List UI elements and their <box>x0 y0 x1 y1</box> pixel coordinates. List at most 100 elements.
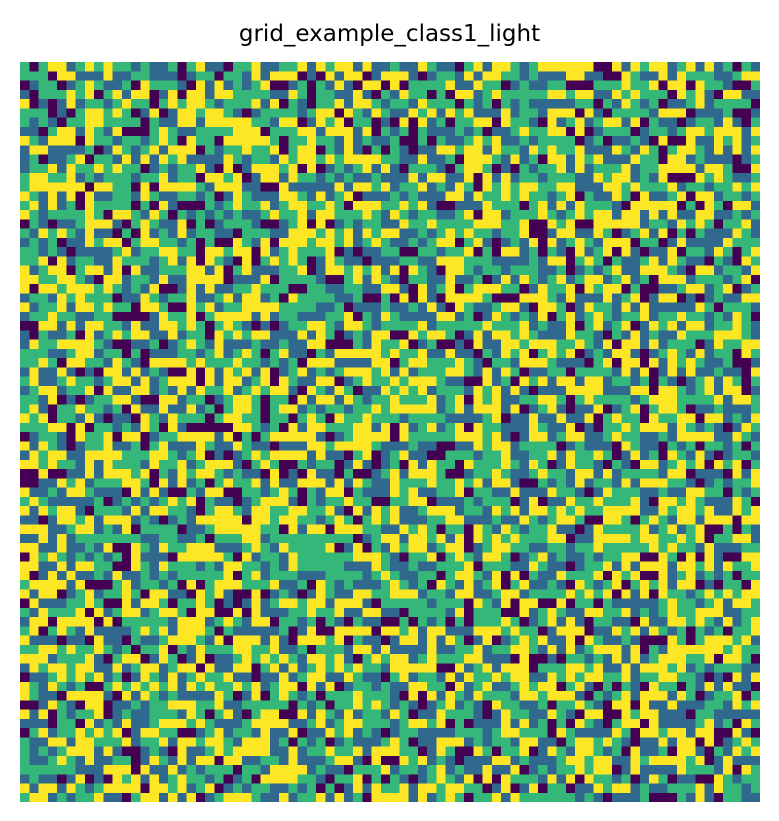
heatmap-cell <box>399 469 409 479</box>
heatmap-cell <box>316 589 326 599</box>
heatmap-cell <box>602 589 613 599</box>
heatmap-cell <box>325 182 335 192</box>
heatmap-cell <box>704 515 714 525</box>
heatmap-cell <box>630 626 640 636</box>
heatmap-cell <box>279 459 289 470</box>
heatmap-cell <box>140 247 150 257</box>
heatmap-cell <box>242 441 252 451</box>
heatmap-cell <box>612 617 622 627</box>
heatmap-cell <box>84 302 95 312</box>
heatmap-cell <box>602 284 613 294</box>
heatmap-cell <box>630 533 640 544</box>
heatmap-cell <box>297 515 307 525</box>
heatmap-cell <box>186 182 196 192</box>
heatmap-cell <box>242 80 252 90</box>
heatmap-cell <box>602 478 613 488</box>
heatmap-cell <box>612 570 622 581</box>
heatmap-cell <box>353 459 363 470</box>
heatmap-cell <box>575 274 585 285</box>
heatmap-cell <box>353 404 363 414</box>
heatmap-cell <box>575 126 585 137</box>
heatmap-cell <box>20 589 30 599</box>
heatmap-cell <box>168 561 178 571</box>
heatmap-cell <box>454 561 465 571</box>
heatmap-cell <box>20 311 30 322</box>
heatmap-cell <box>565 580 576 590</box>
heatmap-cell <box>519 136 529 146</box>
heatmap-cell <box>482 62 492 72</box>
heatmap-cell <box>334 506 344 516</box>
heatmap-cell <box>464 237 474 248</box>
heatmap-cell <box>473 432 483 442</box>
heatmap-cell <box>325 395 335 405</box>
heatmap-cell <box>57 580 67 590</box>
heatmap-cell <box>556 469 566 479</box>
heatmap-cell <box>260 487 270 497</box>
heatmap-cell <box>66 219 76 229</box>
heatmap-cell <box>473 99 483 109</box>
heatmap-cell <box>38 459 48 470</box>
heatmap-cell <box>417 570 428 581</box>
heatmap-cell <box>260 191 270 201</box>
heatmap-cell <box>66 154 76 164</box>
heatmap-cell <box>371 543 381 553</box>
heatmap-cell <box>380 626 391 636</box>
heatmap-cell <box>380 99 391 109</box>
heatmap-cell <box>279 570 289 581</box>
heatmap-cell <box>103 173 113 183</box>
heatmap-cell <box>380 570 391 581</box>
heatmap-cell <box>288 348 298 359</box>
heatmap-cell <box>658 487 668 497</box>
heatmap-cell <box>649 478 659 488</box>
heatmap-cell <box>482 311 492 322</box>
heatmap-cell <box>658 450 668 460</box>
heatmap-cell <box>538 570 548 581</box>
heatmap-cell <box>232 617 243 627</box>
heatmap-cell <box>205 515 215 525</box>
heatmap-cell <box>380 145 391 155</box>
heatmap-cell <box>371 348 381 359</box>
heatmap-cell <box>695 302 705 312</box>
heatmap-cell <box>195 228 206 238</box>
heatmap-cell <box>510 247 520 257</box>
heatmap-cell <box>612 228 622 238</box>
heatmap-cell <box>20 330 30 340</box>
heatmap-cell <box>325 543 335 553</box>
heatmap-cell <box>84 358 95 368</box>
heatmap-cell <box>713 200 724 211</box>
heatmap-cell <box>575 617 585 627</box>
heatmap-cell <box>639 311 650 322</box>
heatmap-cell <box>29 71 39 81</box>
heatmap-cell <box>732 589 742 599</box>
heatmap-cell <box>75 635 85 645</box>
heatmap-cell <box>94 182 104 192</box>
heatmap-cell <box>621 126 631 137</box>
heatmap-cell <box>565 145 576 155</box>
heatmap-cell <box>676 348 687 359</box>
heatmap-cell <box>140 441 150 451</box>
heatmap-cell <box>20 339 30 349</box>
heatmap-cell <box>251 385 261 396</box>
heatmap-cell <box>121 580 132 590</box>
heatmap-cell <box>676 182 687 192</box>
heatmap-cell <box>306 487 317 497</box>
heatmap-cell <box>251 154 261 164</box>
heatmap-cell <box>454 598 465 608</box>
heatmap-cell <box>29 570 39 581</box>
heatmap-cell <box>260 441 270 451</box>
heatmap-cell <box>630 376 640 386</box>
heatmap-cell <box>371 256 381 266</box>
heatmap-cell <box>112 589 122 599</box>
heatmap-cell <box>149 219 159 229</box>
heatmap-cell <box>353 247 363 257</box>
heatmap-cell <box>676 358 687 368</box>
heatmap-cell <box>260 385 270 396</box>
heatmap-cell <box>510 543 520 553</box>
heatmap-cell <box>269 126 280 137</box>
heatmap-cell <box>232 182 243 192</box>
heatmap-cell <box>436 589 446 599</box>
heatmap-cell <box>288 89 298 100</box>
heatmap-cell <box>158 385 169 396</box>
heatmap-cell <box>66 524 76 534</box>
heatmap-cell <box>57 589 67 599</box>
